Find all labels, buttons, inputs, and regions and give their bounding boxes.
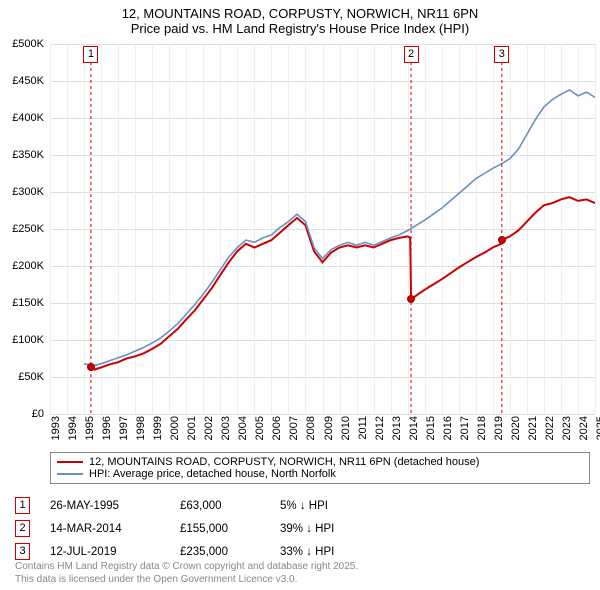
- x-tick-label: 2009: [323, 416, 335, 440]
- x-tick-label: 2006: [271, 416, 283, 440]
- title-line-2: Price paid vs. HM Land Registry's House …: [10, 21, 590, 36]
- sale-point: [407, 295, 415, 303]
- x-tick-label: 2012: [374, 416, 386, 440]
- legend-label: 12, MOUNTAINS ROAD, CORPUSTY, NORWICH, N…: [89, 456, 479, 468]
- x-tick-label: 2017: [459, 416, 471, 440]
- sale-date: 14-MAR-2014: [50, 523, 160, 535]
- sale-pct: 33% ↓ HPI: [280, 546, 400, 558]
- x-tick-label: 2002: [203, 416, 215, 440]
- series-property: [91, 197, 595, 369]
- sale-price: £155,000: [180, 523, 260, 535]
- y-tick-label: £50K: [18, 371, 44, 383]
- sale-marker-box: 3: [494, 46, 509, 63]
- y-tick-label: £150K: [12, 297, 44, 309]
- x-tick-label: 1995: [84, 416, 96, 440]
- sale-pct: 39% ↓ HPI: [280, 523, 400, 535]
- legend-row: HPI: Average price, detached house, Nort…: [57, 468, 583, 480]
- y-tick-label: £500K: [12, 38, 44, 50]
- x-tick-label: 2005: [254, 416, 266, 440]
- x-tick-label: 2003: [220, 416, 232, 440]
- x-tick-label: 1996: [101, 416, 113, 440]
- x-tick-label: 1998: [135, 416, 147, 440]
- x-tick-label: 2019: [493, 416, 505, 440]
- sale-date: 12-JUL-2019: [50, 546, 160, 558]
- x-tick-label: 1999: [152, 416, 164, 440]
- legend-row: 12, MOUNTAINS ROAD, CORPUSTY, NORWICH, N…: [57, 456, 583, 468]
- legend-label: HPI: Average price, detached house, Nort…: [89, 468, 336, 480]
- x-tick-label: 2004: [237, 416, 249, 440]
- sale-row: 1 26-MAY-1995 £63,000 5% ↓ HPI: [15, 494, 585, 517]
- plot-area: 1 2 3: [50, 44, 595, 414]
- y-tick-label: £350K: [12, 149, 44, 161]
- x-tick-label: 2000: [169, 416, 181, 440]
- sale-marker-box: 2: [404, 46, 419, 63]
- x-tick-label: 2001: [186, 416, 198, 440]
- sale-row: 2 14-MAR-2014 £155,000 39% ↓ HPI: [15, 517, 585, 540]
- title-line-1: 12, MOUNTAINS ROAD, CORPUSTY, NORWICH, N…: [10, 6, 590, 21]
- footer-line-1: Contains HM Land Registry data © Crown c…: [15, 561, 358, 574]
- x-tick-label: 2018: [476, 416, 488, 440]
- sale-price: £63,000: [180, 500, 260, 512]
- y-tick-label: £400K: [12, 112, 44, 124]
- chart-container: 12, MOUNTAINS ROAD, CORPUSTY, NORWICH, N…: [0, 0, 600, 590]
- x-tick-label: 1994: [67, 416, 79, 440]
- x-tick-label: 2023: [561, 416, 573, 440]
- sales-table: 1 26-MAY-1995 £63,000 5% ↓ HPI 2 14-MAR-2014 £…: [15, 494, 585, 563]
- sale-row-marker: 3: [15, 543, 30, 560]
- sale-row-marker: 2: [15, 520, 30, 537]
- legend-swatch: [57, 461, 83, 464]
- footer: Contains HM Land Registry data © Crown c…: [15, 561, 358, 586]
- x-tick-label: 2015: [425, 416, 437, 440]
- x-tick-label: 2021: [527, 416, 539, 440]
- sale-date: 26-MAY-1995: [50, 500, 160, 512]
- chart-lines: [50, 44, 595, 414]
- sale-point: [498, 236, 506, 244]
- x-tick-label: 2016: [442, 416, 454, 440]
- x-tick-label: 2013: [391, 416, 403, 440]
- y-tick-label: £0: [32, 408, 44, 420]
- x-tick-label: 2011: [357, 416, 369, 440]
- footer-line-2: This data is licensed under the Open Gov…: [15, 574, 358, 587]
- y-axis: £0£50K£100K£150K£200K£250K£300K£350K£400…: [0, 44, 48, 414]
- x-tick-label: 2025: [595, 416, 600, 440]
- x-tick-label: 1997: [118, 416, 130, 440]
- sale-point: [87, 363, 95, 371]
- chart-title: 12, MOUNTAINS ROAD, CORPUSTY, NORWICH, N…: [0, 0, 600, 38]
- series-hpi: [84, 90, 595, 366]
- legend-swatch: [57, 473, 83, 476]
- x-tick-label: 1993: [50, 416, 62, 440]
- y-tick-label: £100K: [12, 334, 44, 346]
- sale-row-marker: 1: [15, 497, 30, 514]
- x-tick-label: 2014: [408, 416, 420, 440]
- legend: 12, MOUNTAINS ROAD, CORPUSTY, NORWICH, N…: [50, 452, 590, 484]
- x-axis: 1993 1994 1995 1996 1997 1998 1999 2000 2001 2002…: [50, 414, 595, 452]
- y-tick-label: £300K: [12, 186, 44, 198]
- x-tick-label: 2020: [510, 416, 522, 440]
- sale-price: £235,000: [180, 546, 260, 558]
- sale-marker-box: 1: [83, 46, 98, 63]
- x-tick-label: 2024: [578, 416, 590, 440]
- y-tick-label: £200K: [12, 260, 44, 272]
- y-tick-label: £450K: [12, 75, 44, 87]
- x-tick-label: 2010: [340, 416, 352, 440]
- x-tick-label: 2008: [305, 416, 317, 440]
- sale-pct: 5% ↓ HPI: [280, 500, 400, 512]
- x-tick-label: 2022: [544, 416, 556, 440]
- y-tick-label: £250K: [12, 223, 44, 235]
- x-tick-label: 2007: [288, 416, 300, 440]
- sale-row: 3 12-JUL-2019 £235,000 33% ↓ HPI: [15, 540, 585, 563]
